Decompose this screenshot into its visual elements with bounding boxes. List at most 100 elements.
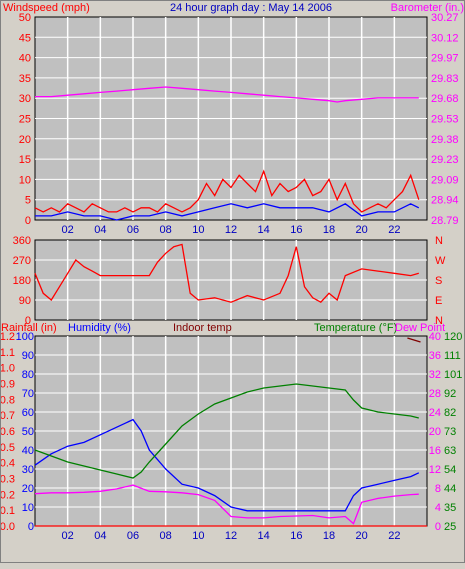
dewpoint-tick-label: 8 bbox=[435, 483, 441, 495]
x-tick-label: 06 bbox=[127, 530, 139, 542]
direction-tick-label: 270 bbox=[13, 255, 31, 267]
x-tick-label: 16 bbox=[290, 530, 302, 542]
humidity-tick-label: 70 bbox=[22, 388, 34, 400]
temperature-tick-label: 54 bbox=[444, 464, 456, 476]
dewpoint-tick-label: 12 bbox=[429, 464, 441, 476]
rainfall-axis-label: Rainfall (in) bbox=[1, 322, 57, 334]
x-tick-label: 18 bbox=[323, 224, 335, 236]
dewpoint-tick-label: 24 bbox=[429, 407, 441, 419]
rainfall-tick-label: 0.2 bbox=[1, 489, 15, 501]
x-tick-label: 04 bbox=[94, 224, 106, 236]
windspeed-tick-label: 30 bbox=[19, 93, 31, 105]
direction-tick-label: 360 bbox=[13, 235, 31, 247]
windspeed-tick-label: 35 bbox=[19, 73, 31, 85]
x-tick-label: 04 bbox=[94, 530, 106, 542]
x-tick-label: 06 bbox=[127, 224, 139, 236]
barometer-tick-label: 29.97 bbox=[431, 53, 459, 65]
dewpoint-tick-label: 20 bbox=[429, 426, 441, 438]
windspeed-tick-label: 20 bbox=[19, 134, 31, 146]
dewpoint-series bbox=[34, 484, 419, 525]
windspeed-tick-label: 25 bbox=[19, 114, 31, 126]
x-tick-label: 08 bbox=[160, 530, 172, 542]
temperature-tick-label: 35 bbox=[444, 502, 456, 514]
barometer-tick-label: 29.38 bbox=[431, 134, 459, 146]
humidity-tick-label: 30 bbox=[22, 464, 34, 476]
x-tick-label: 22 bbox=[388, 530, 400, 542]
compass-tick-label: S bbox=[435, 275, 442, 287]
windspeed-tick-label: 15 bbox=[19, 154, 31, 166]
dewpoint-tick-label: 28 bbox=[429, 388, 441, 400]
rainfall-tick-label: 1.2 bbox=[1, 331, 15, 343]
barometer-tick-label: 30.12 bbox=[431, 32, 459, 44]
temperature-tick-label: 111 bbox=[444, 350, 461, 362]
x-tick-label: 14 bbox=[258, 224, 270, 236]
x-tick-label: 08 bbox=[160, 224, 172, 236]
barometer-tick-label: 29.83 bbox=[431, 73, 459, 85]
x-tick-label: 20 bbox=[356, 224, 368, 236]
barometer-tick-label: 29.68 bbox=[431, 93, 459, 105]
temperature-tick-label: 44 bbox=[444, 483, 456, 495]
temperature-tick-label: 73 bbox=[444, 426, 456, 438]
compass-tick-label: N bbox=[435, 315, 443, 327]
windspeed-tick-label: 50 bbox=[19, 12, 31, 24]
dewpoint-tick-label: 40 bbox=[429, 331, 441, 343]
humidity-series bbox=[34, 418, 420, 512]
direction-tick-label: 90 bbox=[19, 295, 31, 307]
chart-title: 24 hour graph day : May 14 2006 bbox=[170, 2, 332, 14]
humidity-tick-label: 50 bbox=[22, 426, 34, 438]
rainfall-tick-label: 0.7 bbox=[1, 410, 15, 422]
wind-barometer-plot: 0 5 10 15 20 25 30 35 40 45 50 28.79 28.94 29.09 29.23… bbox=[19, 12, 459, 236]
compass-tick-label: E bbox=[435, 295, 442, 307]
x-tick-label: 12 bbox=[225, 224, 237, 236]
temperature-tick-label: 25 bbox=[444, 521, 456, 533]
barometer-tick-label: 28.94 bbox=[431, 195, 459, 207]
dewpoint-tick-label: 16 bbox=[429, 445, 441, 457]
humidity-tick-label: 60 bbox=[22, 407, 34, 419]
temperature-axis-label: Temperature (°F) bbox=[314, 322, 397, 334]
indoor-temp-series bbox=[407, 337, 421, 343]
rainfall-tick-label: 1.1 bbox=[1, 347, 15, 359]
windspeed-axis-label: Windspeed (mph) bbox=[3, 2, 90, 14]
dewpoint-tick-label: 4 bbox=[435, 502, 441, 514]
x-tick-label: 12 bbox=[225, 530, 237, 542]
x-tick-label: 02 bbox=[62, 224, 74, 236]
humidity-tick-label: 20 bbox=[22, 483, 34, 495]
humidity-tick-label: 0 bbox=[28, 521, 34, 533]
windspeed-series bbox=[34, 169, 420, 213]
barometer-tick-label: 28.79 bbox=[431, 215, 459, 227]
rainfall-tick-label: 0.1 bbox=[1, 505, 15, 517]
rainfall-tick-label: 0.8 bbox=[1, 394, 15, 406]
temperature-tick-label: 101 bbox=[444, 369, 462, 381]
windspeed-tick-label: 5 bbox=[25, 195, 31, 207]
humidity-tick-label: 40 bbox=[22, 445, 34, 457]
barometer-tick-label: 29.53 bbox=[431, 114, 459, 126]
humidity-tick-label: 80 bbox=[22, 369, 34, 381]
direction-tick-label: 180 bbox=[13, 275, 31, 287]
dewpoint-tick-label: 36 bbox=[429, 350, 441, 362]
compass-tick-label: W bbox=[435, 255, 446, 267]
x-tick-label: 18 bbox=[323, 530, 335, 542]
dewpoint-axis-label: Dew Point bbox=[395, 322, 445, 334]
humidity-tick-label: 90 bbox=[22, 350, 34, 362]
rainfall-tick-label: 0.0 bbox=[1, 521, 15, 533]
humidity-tick-label: 100 bbox=[16, 331, 34, 343]
x-tick-label: 22 bbox=[388, 224, 400, 236]
x-tick-label: 14 bbox=[258, 530, 270, 542]
windspeed-tick-label: 0 bbox=[25, 215, 31, 227]
x-tick-label: 16 bbox=[290, 224, 302, 236]
barometer-series bbox=[35, 86, 419, 103]
humidity-temperature-plot: 0.0 0.1 0.2 0.3 0.4 0.5 0.6 0.7 0.8 0.9 1.0 1.1 1.2 0… bbox=[0, 331, 462, 542]
temperature-tick-label: 82 bbox=[444, 407, 456, 419]
rainfall-tick-label: 0.5 bbox=[1, 442, 15, 454]
dewpoint-tick-label: 0 bbox=[435, 521, 441, 533]
humidity-axis-label: Humidity (%) bbox=[68, 322, 131, 334]
barometer-tick-label: 29.09 bbox=[431, 174, 459, 186]
barometer-tick-label: 29.23 bbox=[431, 154, 459, 166]
barometer-axis-label: Barometer (in.) bbox=[391, 2, 464, 14]
windspeed-tick-label: 45 bbox=[19, 32, 31, 44]
x-tick-label: 02 bbox=[62, 530, 74, 542]
temperature-tick-label: 120 bbox=[444, 331, 462, 343]
humidity-tick-label: 10 bbox=[22, 502, 34, 514]
